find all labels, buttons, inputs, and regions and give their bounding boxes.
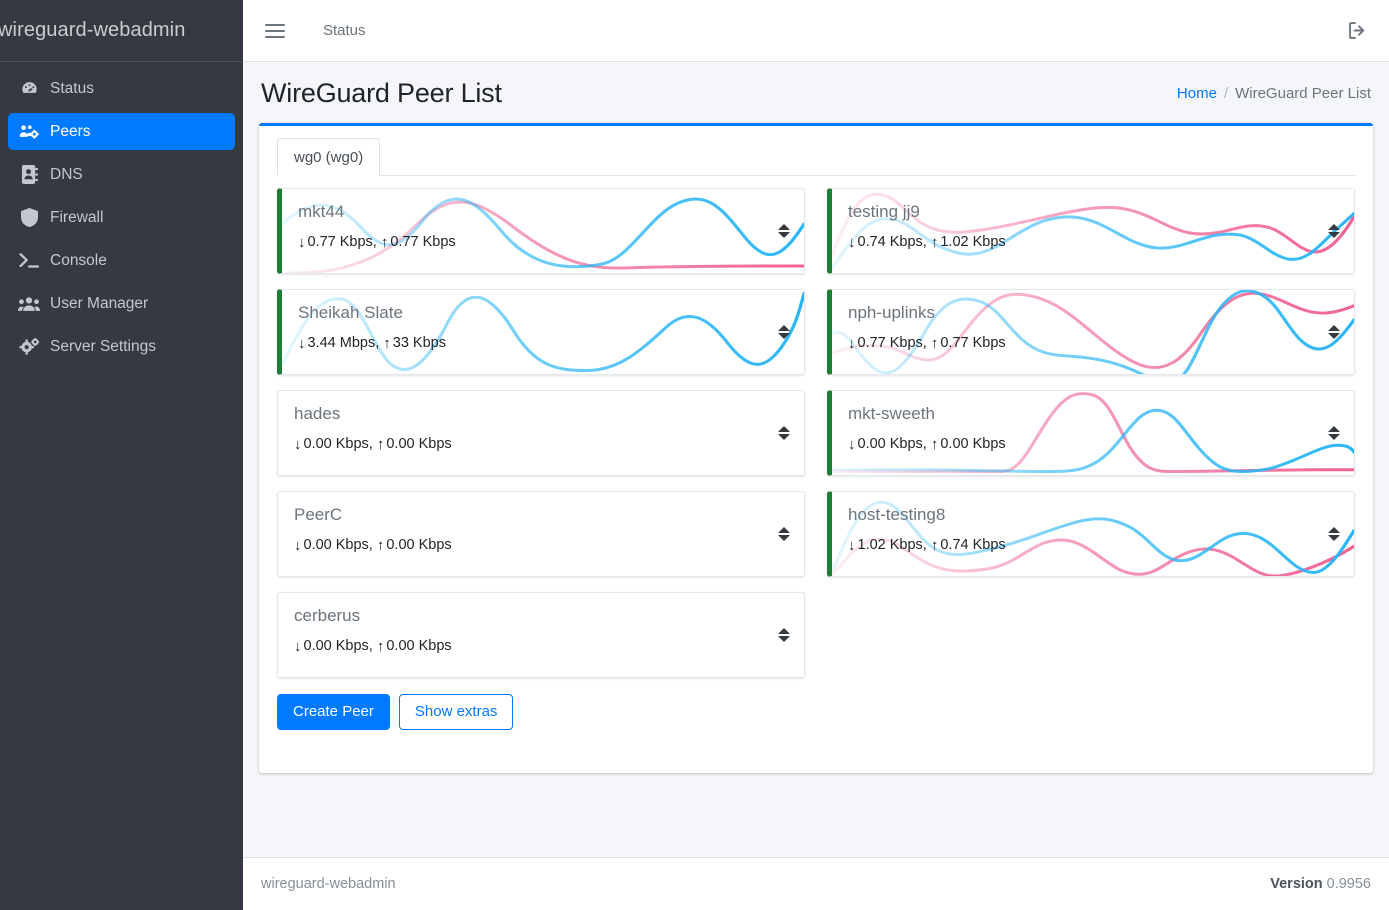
sort-icon[interactable] [777, 625, 790, 645]
peer-column-right: testing jj9 ↓ 0.74 Kbps, ↑ 1.02 Kbps nph-upl… [816, 188, 1355, 693]
peer-traffic-sparkline [278, 391, 804, 475]
sidebar-item-firewall[interactable]: Firewall [8, 199, 235, 236]
breadcrumb-separator: / [1223, 85, 1229, 102]
show-extras-button[interactable]: Show extras [398, 694, 514, 730]
peer-card[interactable]: testing jj9 ↓ 0.74 Kbps, ↑ 1.02 Kbps [827, 188, 1355, 274]
brand-title: wireguard-webadmin [0, 19, 186, 41]
users-cog-icon [16, 122, 42, 142]
peer-actions: Create Peer Show extras [277, 694, 1355, 730]
footer-app-name: wireguard-webadmin [261, 876, 396, 892]
sidebar: wireguard-webadmin Status [0, 0, 243, 910]
peer-list-card: wg0 (wg0) mkt44 ↓ 0.77 Kbps, ↑ 0.77 Kbps She… [259, 123, 1373, 773]
sidebar-item-label: Server Settings [50, 337, 156, 355]
peer-card[interactable]: mkt44 ↓ 0.77 Kbps, ↑ 0.77 Kbps [277, 188, 805, 274]
content-body: wg0 (wg0) mkt44 ↓ 0.77 Kbps, ↑ 0.77 Kbps She… [243, 117, 1389, 773]
sidebar-item-label: Console [50, 251, 107, 269]
peer-traffic-sparkline [278, 492, 804, 576]
peer-traffic-sparkline [832, 391, 1354, 475]
sort-icon[interactable] [777, 221, 790, 241]
sort-icon[interactable] [777, 423, 790, 443]
sidebar-nav: Status Peers DNS [0, 62, 243, 371]
tab-wg0[interactable]: wg0 (wg0) [277, 138, 381, 176]
sort-icon[interactable] [1327, 524, 1340, 544]
peer-card[interactable]: PeerC ↓ 0.00 Kbps, ↑ 0.00 Kbps [277, 491, 805, 577]
sort-icon[interactable] [777, 524, 790, 544]
sidebar-item-label: Firewall [50, 208, 104, 226]
footer: wireguard-webadmin Version 0.9956 [243, 857, 1389, 910]
footer-version-label: Version [1270, 876, 1323, 892]
sidebar-item-server-settings[interactable]: Server Settings [8, 328, 235, 365]
sidebar-item-dns[interactable]: DNS [8, 156, 235, 193]
peer-traffic-sparkline [832, 189, 1354, 273]
tachometer-icon [16, 79, 42, 99]
sign-out-icon[interactable] [1348, 21, 1367, 40]
sort-icon[interactable] [1327, 221, 1340, 241]
breadcrumb: Home / WireGuard Peer List [1177, 85, 1371, 102]
sort-icon[interactable] [1327, 322, 1340, 342]
peer-card[interactable]: Sheikah Slate ↓ 3.44 Mbps, ↑ 33 Kbps [277, 289, 805, 375]
peer-card[interactable]: nph-uplinks ↓ 0.77 Kbps, ↑ 0.77 Kbps [827, 289, 1355, 375]
create-peer-button[interactable]: Create Peer [277, 694, 390, 730]
peer-traffic-sparkline [832, 492, 1354, 576]
content-header: WireGuard Peer List Home / WireGuard Pee… [243, 62, 1389, 117]
sidebar-item-label: Status [50, 79, 94, 97]
sidebar-item-label: DNS [50, 165, 83, 183]
topbar: Status [243, 0, 1389, 62]
sort-icon[interactable] [1327, 423, 1340, 443]
peer-card[interactable]: mkt-sweeth ↓ 0.00 Kbps, ↑ 0.00 Kbps [827, 390, 1355, 476]
main-area: Status WireGuard Peer List Home / WireGu… [243, 0, 1389, 910]
terminal-icon [16, 251, 42, 271]
sidebar-item-user-manager[interactable]: User Manager [8, 285, 235, 322]
peer-traffic-sparkline [278, 593, 804, 677]
sidebar-item-status[interactable]: Status [8, 70, 235, 107]
sidebar-item-label: User Manager [50, 294, 149, 312]
peer-card[interactable]: cerberus ↓ 0.00 Kbps, ↑ 0.00 Kbps [277, 592, 805, 678]
users-icon [16, 294, 42, 314]
address-book-icon [16, 165, 42, 185]
sort-icon[interactable] [777, 322, 790, 342]
peer-column-left: mkt44 ↓ 0.77 Kbps, ↑ 0.77 Kbps Sheikah Slate… [277, 188, 816, 693]
page-title: WireGuard Peer List [261, 78, 502, 108]
peer-traffic-sparkline [282, 290, 804, 374]
peer-card[interactable]: hades ↓ 0.00 Kbps, ↑ 0.00 Kbps [277, 390, 805, 476]
sidebar-brand[interactable]: wireguard-webadmin [0, 0, 243, 62]
peer-list-card-body: wg0 (wg0) mkt44 ↓ 0.77 Kbps, ↑ 0.77 Kbps She… [259, 126, 1373, 744]
shield-icon [16, 208, 42, 228]
peer-traffic-sparkline [832, 290, 1354, 374]
breadcrumb-home-link[interactable]: Home [1176, 85, 1217, 102]
interface-tabs: wg0 (wg0) [277, 138, 1355, 176]
sidebar-item-console[interactable]: Console [8, 242, 235, 279]
footer-version-number: 0.9956 [1326, 876, 1371, 892]
sidebar-item-peers[interactable]: Peers [8, 113, 235, 150]
hamburger-icon[interactable] [265, 21, 285, 41]
peer-grid: mkt44 ↓ 0.77 Kbps, ↑ 0.77 Kbps Sheikah Slate… [277, 188, 1355, 693]
breadcrumb-current: WireGuard Peer List [1235, 85, 1371, 102]
topnav-status-link[interactable]: Status [323, 22, 366, 39]
sidebar-item-label: Peers [50, 122, 91, 140]
peer-card[interactable]: host-testing8 ↓ 1.02 Kbps, ↑ 0.74 Kbps [827, 491, 1355, 577]
cogs-icon [16, 337, 42, 357]
peer-traffic-sparkline [282, 189, 804, 273]
